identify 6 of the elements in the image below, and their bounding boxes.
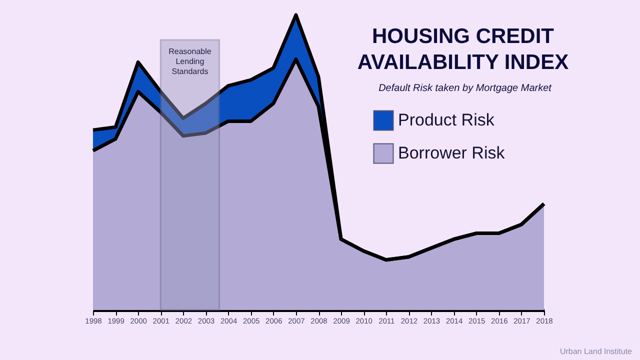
text: HOUSING CREDIT AVAILABILITY INDEX [357,25,569,74]
text: Urban Land Institute [560,347,633,356]
text: Default Risk taken by Mortgage Market [378,83,553,94]
legend-label: Product Risk [398,110,495,130]
band-label: Reasonable Lending Standards [168,47,212,76]
legend-label: Borrower Risk [398,144,506,162]
